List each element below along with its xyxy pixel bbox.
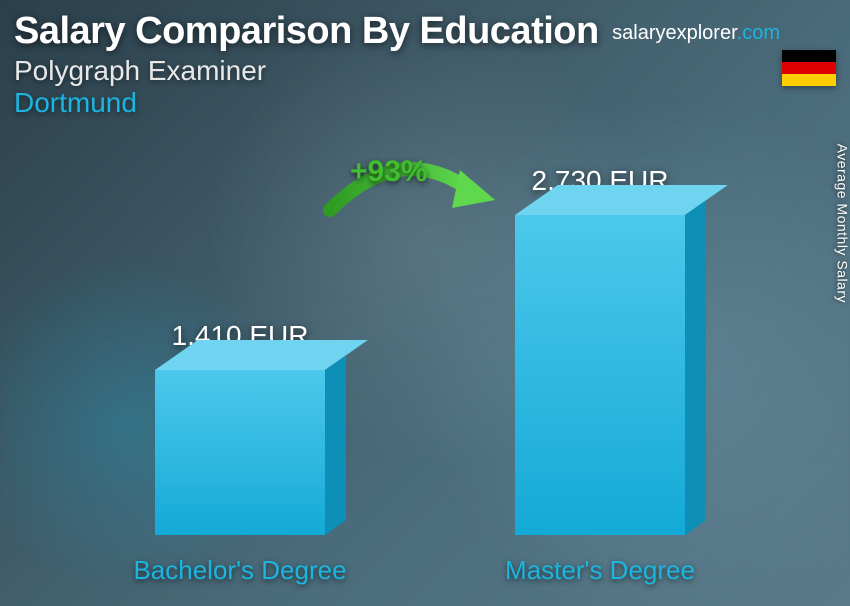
bar-group: 2,730 EUR Master's Degree: [470, 165, 730, 586]
location: Dortmund: [14, 87, 836, 119]
bar-3d: [515, 215, 685, 535]
brand-logo: salaryexplorer.com: [612, 22, 780, 45]
bar-label: Bachelor's Degree: [110, 555, 370, 586]
bar-front-face: [155, 370, 325, 535]
bar-label: Master's Degree: [470, 555, 730, 586]
brand-part1: salaryexplorer: [612, 22, 737, 44]
brand-part2: .com: [737, 22, 780, 44]
percent-increase-badge: +93%: [350, 155, 428, 189]
bar-side-face: [325, 355, 346, 535]
chart-area: 1,410 EUR Bachelor's Degree 2,730 EUR Ma…: [0, 150, 850, 606]
bar-side-face: [685, 200, 706, 535]
flag-stripe: [782, 74, 836, 86]
bar-3d: [155, 370, 325, 535]
flag-stripe: [782, 62, 836, 74]
bar-front-face: [515, 215, 685, 535]
bar-group: 1,410 EUR Bachelor's Degree: [110, 320, 370, 586]
job-title: Polygraph Examiner: [14, 55, 836, 87]
flag-germany-icon: [782, 50, 836, 86]
flag-stripe: [782, 50, 836, 62]
